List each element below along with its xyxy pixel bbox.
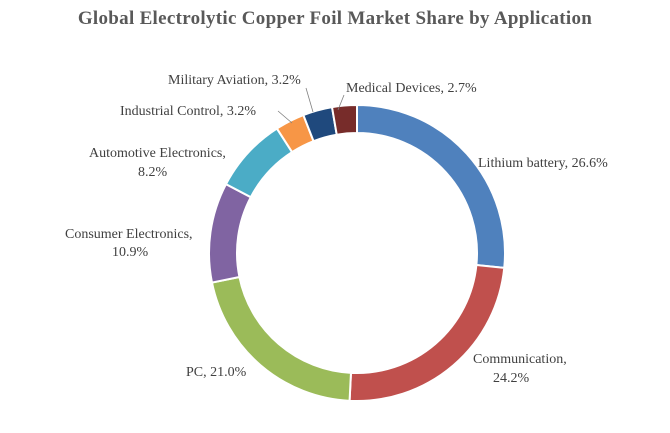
slice-label-6: Industrial Control, 3.2% <box>120 104 256 119</box>
slice-8 <box>330 103 358 136</box>
slice-label-3: PC, 21.0% <box>186 365 247 380</box>
slice-value-2: 24.2% <box>493 371 530 386</box>
leader-line-7 <box>305 87 314 113</box>
leader-line-6 <box>277 110 293 124</box>
slice-label-2: Communication, <box>473 352 567 367</box>
slice-label-8: Medical Devices, 2.7% <box>346 81 477 96</box>
chart-title: Global Electrolytic Copper Foil Market S… <box>77 8 593 29</box>
slice-label-4: Consumer Electronics, <box>65 227 193 242</box>
slice-value-5: 8.2% <box>138 165 168 180</box>
leader-line-8 <box>337 94 345 111</box>
slice-value-4: 10.9% <box>112 245 149 260</box>
slice-3 <box>210 275 353 402</box>
slice-5 <box>224 127 294 199</box>
slice-label-1: Lithium battery, 26.6% <box>478 156 608 171</box>
slice-label-7: Military Aviation, 3.2% <box>168 73 301 88</box>
slice-4 <box>208 182 253 284</box>
slice-1 <box>356 103 506 269</box>
slice-2 <box>348 263 506 402</box>
slice-label-5: Automotive Electronics, <box>89 146 226 161</box>
